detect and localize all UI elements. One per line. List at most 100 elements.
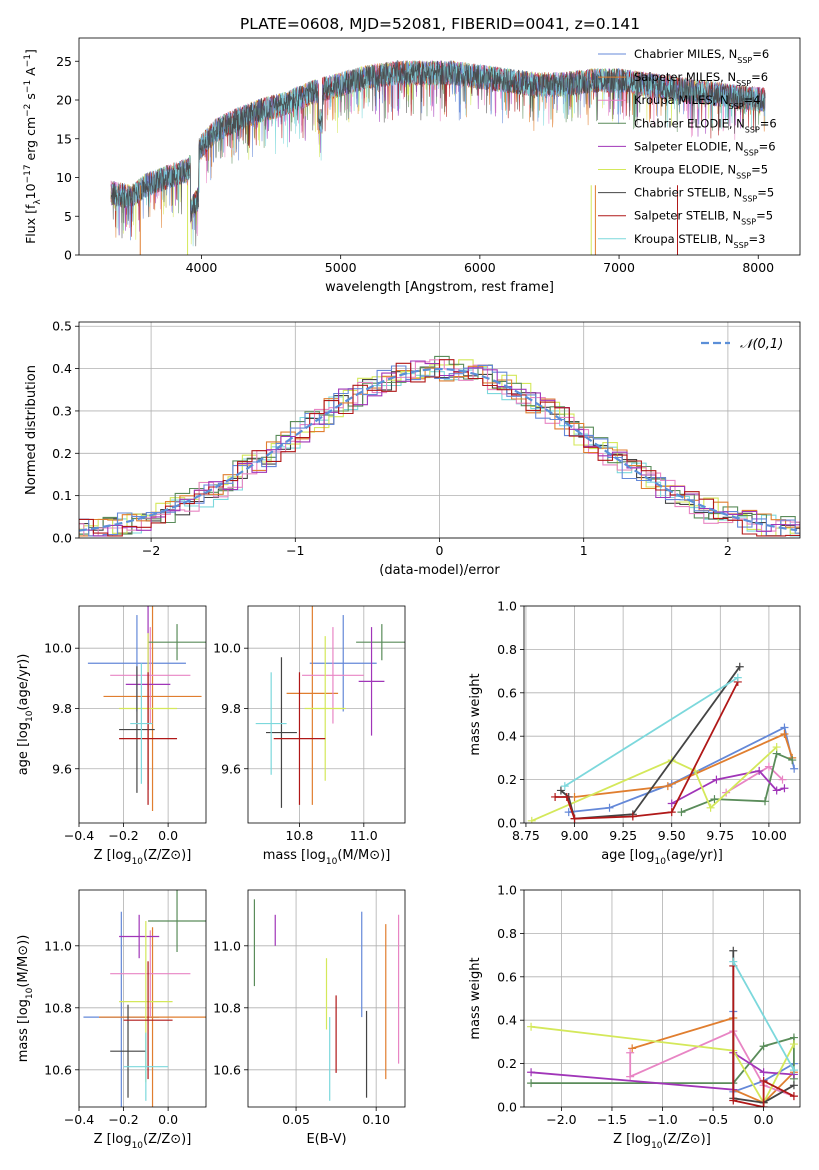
y-tick-label: 10.8 — [213, 1000, 241, 1015]
x-axis-label: Z [log10(Z/Z⊙)] — [94, 848, 192, 867]
x-tick-label: −1 — [286, 543, 304, 558]
y-axis-label: age [log10(age/yr)) — [16, 654, 35, 776]
y-tick-label: 0.2 — [497, 1056, 517, 1071]
legend-label: Salpeter STELIB, NSSP=5 — [634, 209, 773, 227]
weight-marker — [663, 782, 672, 791]
x-tick-label: 10.00 — [751, 828, 787, 843]
y-tick-label: 9.6 — [52, 761, 72, 776]
y-tick-label: 10.0 — [44, 641, 72, 656]
y-tick-label: 9.8 — [221, 701, 241, 716]
weight-marker — [729, 1096, 738, 1105]
panel-1-frame — [78, 321, 801, 539]
legend-label: Kroupa ELODIE, NSSP=5 — [634, 163, 768, 181]
panel-7-frame — [523, 889, 801, 1108]
legend-label: Chabrier STELIB, NSSP=5 — [634, 186, 774, 204]
y-tick-label: 1.0 — [497, 883, 517, 898]
y-tick-label: 5 — [64, 209, 72, 224]
y-tick-label: 10.6 — [213, 1062, 241, 1077]
y-tick-label: 20 — [56, 93, 72, 108]
x-tick-label: 4000 — [186, 260, 218, 275]
legend-label: 𝒩(0,1) — [740, 337, 783, 352]
weight-marker — [778, 775, 787, 784]
y-tick-label: 9.8 — [52, 701, 72, 716]
weight-marker — [735, 662, 744, 671]
y-tick-label: 10.8 — [44, 1000, 72, 1015]
y-axis-label: Flux [fλ10−17 erg cm−2 s−1 A−1] — [23, 49, 43, 244]
errorbars — [255, 606, 405, 808]
weight-line-1 — [574, 732, 794, 798]
panel-6-axes: 0.05 0.10 10.6 10.8 11.0 — [213, 890, 405, 1127]
weight-marker — [527, 816, 536, 823]
x-tick-label: 1 — [580, 543, 588, 558]
weight-marker — [626, 1048, 635, 1057]
x-axis-label: Z [log10(Z/Z⊙)] — [94, 1132, 192, 1151]
x-axis-label: wavelength [Angstrom, rest frame] — [325, 280, 554, 295]
weight-marker — [761, 797, 770, 806]
y-tick-label: 0.4 — [52, 361, 72, 376]
y-tick-label: 0.0 — [497, 816, 517, 831]
x-tick-label: 0 — [436, 543, 444, 558]
y-tick-label: 0.5 — [52, 319, 72, 334]
weight-marker — [562, 792, 571, 801]
x-tick-label: 9.25 — [609, 828, 637, 843]
weight-marker — [789, 1066, 798, 1075]
weight-line-8 — [564, 676, 739, 787]
weight-marker — [755, 766, 764, 775]
panel-4-axes: 8.75 9.00 9.25 9.50 9.75 10.00 0.0 0.2 0.4 0.6 0.8… — [497, 599, 800, 843]
errorbars — [83, 890, 206, 1107]
panel-5-frame — [78, 889, 207, 1108]
x-tick-label: −1.5 — [597, 1112, 627, 1127]
x-axis-label: age [log10(age/yr)] — [601, 848, 723, 867]
weight-marker — [759, 1076, 768, 1085]
y-tick-label: 0.6 — [497, 969, 517, 984]
x-tick-label: 0.0 — [158, 1112, 178, 1127]
panel-2-frame — [78, 605, 207, 824]
y-tick-label: 0.0 — [52, 531, 72, 546]
y-tick-label: 11.0 — [44, 938, 72, 953]
panel-3-frame — [247, 605, 406, 824]
x-tick-label: −0.4 — [64, 828, 94, 843]
panel-4-frame — [523, 605, 801, 824]
x-tick-label: 0.10 — [362, 1112, 390, 1127]
histograms — [79, 355, 800, 537]
spectrum-6 — [110, 60, 766, 247]
y-tick-label: 0.4 — [497, 729, 517, 744]
weight-marker — [628, 1044, 637, 1053]
x-axis-label: (data-model)/error — [379, 563, 500, 578]
weight-marker — [560, 782, 569, 791]
y-tick-label: 15 — [56, 131, 72, 146]
x-tick-label: 9.75 — [706, 828, 734, 843]
x-tick-label: −0.5 — [698, 1112, 728, 1127]
errorbars — [87, 606, 206, 811]
weight-marker — [733, 673, 742, 682]
weight-marker — [772, 743, 781, 752]
y-tick-label: 0.3 — [52, 403, 72, 418]
weight-marker — [570, 814, 579, 823]
x-axis-label: Z [log10(Z/Z⊙)] — [613, 1132, 711, 1151]
x-tick-label: 8000 — [742, 260, 774, 275]
weight-lines — [527, 662, 799, 823]
y-tick-label: 0.8 — [497, 926, 517, 941]
panel-7-axes: −2.0 −1.5 −1.0 −0.5 0.0 0.0 0.2 0.4 0.6 0.8 1.0 — [497, 883, 800, 1127]
legend-label: Kroupa STELIB, NSSP=3 — [634, 232, 765, 250]
weight-line-8 — [732, 961, 795, 1071]
weight-marker — [780, 784, 789, 793]
weight-marker — [789, 1092, 798, 1101]
weight-marker — [780, 730, 789, 739]
y-axis-label: Normed distribution — [24, 365, 39, 495]
x-tick-label: 2 — [724, 543, 732, 558]
x-tick-label: 7000 — [603, 260, 635, 275]
x-tick-label: 11.0 — [350, 828, 378, 843]
weight-marker — [790, 764, 799, 773]
panel-5-axes: −0.4 −0.2 0.0 10.6 10.8 11.0 — [44, 890, 206, 1127]
legend-label: Salpeter ELODIE, NSSP=6 — [634, 139, 776, 157]
y-tick-label: 0.8 — [497, 642, 517, 657]
legend-label: Chabrier MILES, NSSP=6 — [634, 47, 769, 65]
x-tick-label: 9.00 — [561, 828, 589, 843]
weight-marker — [667, 808, 676, 817]
weight-marker — [789, 1040, 798, 1049]
x-tick-label: 5000 — [325, 260, 357, 275]
y-tick-label: 0.0 — [497, 1100, 517, 1115]
normal-curve — [79, 367, 798, 532]
